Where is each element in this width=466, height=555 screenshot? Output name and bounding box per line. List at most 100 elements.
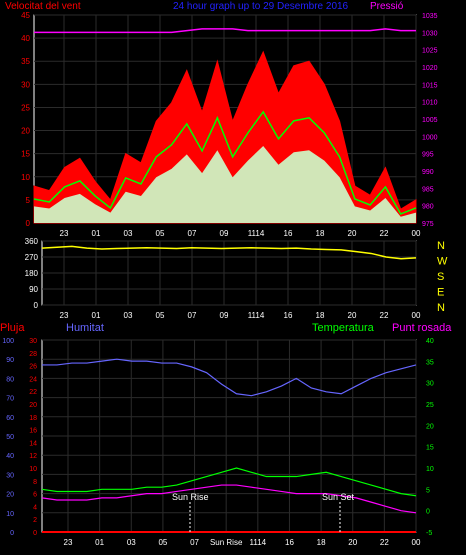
top-x-tick: 09 [220, 229, 229, 238]
bottom-x-tick: 23 [64, 538, 73, 547]
bottom-x-tick: 22 [380, 538, 389, 547]
top-y-right-tick: 980 [422, 204, 434, 211]
rain-tick: 6 [33, 492, 37, 499]
mid-x-tick: 07 [188, 311, 197, 320]
top-y-right-tick: 1030 [422, 30, 438, 37]
rain-tick: 28 [29, 351, 37, 358]
top-x-tick: 20 [348, 229, 357, 238]
humidity-tick: 100 [2, 338, 14, 345]
top-y-left-tick: 30 [21, 80, 30, 89]
top-y-right-tick: 995 [422, 152, 434, 159]
temperature-tick: 20 [426, 423, 434, 430]
rain-tick: 18 [29, 415, 37, 422]
top-y-right-tick: 975 [422, 221, 434, 228]
bottom-grid [42, 339, 417, 533]
top-y-right-tick: 1010 [422, 100, 438, 107]
top-y-right-tick: 1000 [422, 134, 438, 141]
chart-title: 24 hour graph up to 29 Desembre 2016 [173, 1, 349, 12]
wind-average-series [33, 110, 417, 215]
bottom-x-axis: 23 01 03 05 07 1114 16 18 20 22 00 Sun Rise [64, 538, 421, 547]
bottom-x-tick: 05 [158, 538, 167, 547]
compass-label: E [437, 287, 444, 299]
top-y-left-tick: 20 [21, 127, 30, 136]
top-y-right-tick: 1005 [422, 117, 438, 124]
mid-y-tick: 270 [25, 253, 39, 262]
mid-grid [42, 240, 417, 306]
temperature-tick: -5 [426, 530, 432, 537]
rain-tick: 16 [29, 428, 37, 435]
dewpoint-series [41, 484, 417, 514]
top-y-left-tick: 5 [26, 196, 31, 205]
mid-x-tick: 18 [316, 311, 325, 320]
top-y-right-tick: 1015 [422, 82, 438, 89]
pressure-label: Pressió [370, 1, 404, 12]
rain-tick: 10 [29, 466, 37, 473]
bottom-x-tick: 20 [348, 538, 357, 547]
mid-y-tick: 180 [25, 269, 39, 278]
humidity-tick: 50 [6, 434, 14, 441]
compass-label: S [437, 271, 444, 283]
top-y-left-tick: 10 [21, 173, 30, 182]
bottom-series [41, 358, 417, 533]
wind-speed-label: Velocitat del vent [5, 1, 81, 12]
mid-x-tick: 20 [348, 311, 357, 320]
top-x-tick: 00 [412, 229, 421, 238]
rain-tick: 8 [33, 479, 37, 486]
rain-tick: 2 [33, 517, 37, 524]
top-x-tick: 03 [124, 229, 133, 238]
mid-y-axis: 0 90 180 270 360 [25, 237, 39, 310]
humidity-tick: 30 [6, 472, 14, 479]
top-y-right-tick: 990 [422, 169, 434, 176]
top-x-tick: 1114 [248, 229, 265, 238]
humidity-temp-panel: Pluja Humitat Temperatura Punt rosada 01… [0, 322, 452, 547]
mid-x-tick: 03 [124, 311, 133, 320]
rain-tick: 24 [29, 376, 37, 383]
humidity-tick: 40 [6, 453, 14, 460]
bottom-x-tick: 1114 [250, 538, 267, 547]
compass-label: N [437, 302, 445, 314]
rain-tick: 14 [29, 440, 37, 447]
mid-y-tick: 360 [25, 237, 39, 246]
humidity-tick: 60 [6, 415, 14, 422]
rain-tick: 22 [29, 389, 37, 396]
temperature-label: Temperatura [312, 322, 375, 334]
top-x-tick: 22 [380, 229, 389, 238]
top-x-tick: 07 [188, 229, 197, 238]
mid-y-tick: 90 [29, 285, 38, 294]
top-y-left-tick: 45 [21, 11, 30, 20]
bottom-x-tick: 03 [127, 538, 136, 547]
temperature-tick: 35 [426, 359, 434, 366]
dewpoint-label: Punt rosada [392, 322, 452, 334]
rain-tick: 0 [33, 530, 37, 537]
rain-tick: 4 [33, 504, 37, 511]
rain-tick: 30 [29, 338, 37, 345]
top-x-tick: 05 [156, 229, 165, 238]
top-y-left-tick: 40 [21, 34, 30, 43]
temperature-series [41, 467, 417, 497]
top-y-left-axis: 0 5 10 15 20 25 30 35 40 45 [21, 11, 30, 228]
top-y-right-tick: 985 [422, 186, 434, 193]
wind-direction-series [41, 245, 417, 260]
top-y-right-tick: 1035 [422, 13, 438, 20]
temperature-tick: 0 [426, 509, 430, 516]
wind-light-series [34, 146, 416, 223]
top-x-axis: 23 01 03 05 07 09 1114 16 18 20 22 00 [60, 229, 421, 238]
temperature-tick: 5 [426, 487, 430, 494]
humidity-tick: 80 [6, 376, 14, 383]
top-grid [34, 14, 417, 224]
temperature-tick: 10 [426, 466, 434, 473]
humidity-tick: 10 [6, 511, 14, 518]
sun-set-label: Sun Set [322, 492, 355, 502]
rain-tick: 20 [29, 402, 37, 409]
humidity-tick: 90 [6, 357, 14, 364]
humidity-tick: 70 [6, 396, 14, 403]
top-y-right-axis: 975 980 985 990 995 1000 1005 1010 1015 1020 1025 1… [422, 13, 438, 228]
humidity-tick: 0 [10, 530, 14, 537]
temperature-tick: 25 [426, 402, 434, 409]
bottom-x-tick: 07 [190, 538, 199, 547]
compass-label: W [437, 256, 448, 268]
